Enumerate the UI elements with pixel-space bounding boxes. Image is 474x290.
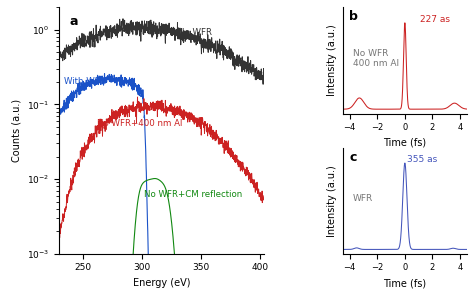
X-axis label: Time (fs): Time (fs) <box>383 138 427 148</box>
Text: No WFR+CM reflection: No WFR+CM reflection <box>145 190 243 199</box>
Text: No WFR: No WFR <box>178 28 211 37</box>
Y-axis label: Intensity (a.u.): Intensity (a.u.) <box>327 24 337 96</box>
Text: No WFR
400 nm Al: No WFR 400 nm Al <box>353 48 399 68</box>
X-axis label: Time (fs): Time (fs) <box>383 278 427 288</box>
Text: WFR: WFR <box>353 194 373 203</box>
Y-axis label: Counts (a.u.): Counts (a.u.) <box>12 99 22 162</box>
Text: 227 as: 227 as <box>420 15 450 24</box>
X-axis label: Energy (eV): Energy (eV) <box>133 278 191 288</box>
Y-axis label: Intensity (a.u.): Intensity (a.u.) <box>327 165 337 237</box>
Text: No WFR+400 nm Al: No WFR+400 nm Al <box>97 119 182 128</box>
Text: b: b <box>349 10 358 23</box>
Text: a: a <box>70 15 78 28</box>
Text: c: c <box>349 151 356 164</box>
Text: With WFR: With WFR <box>64 77 106 86</box>
Text: 355 as: 355 as <box>407 155 438 164</box>
